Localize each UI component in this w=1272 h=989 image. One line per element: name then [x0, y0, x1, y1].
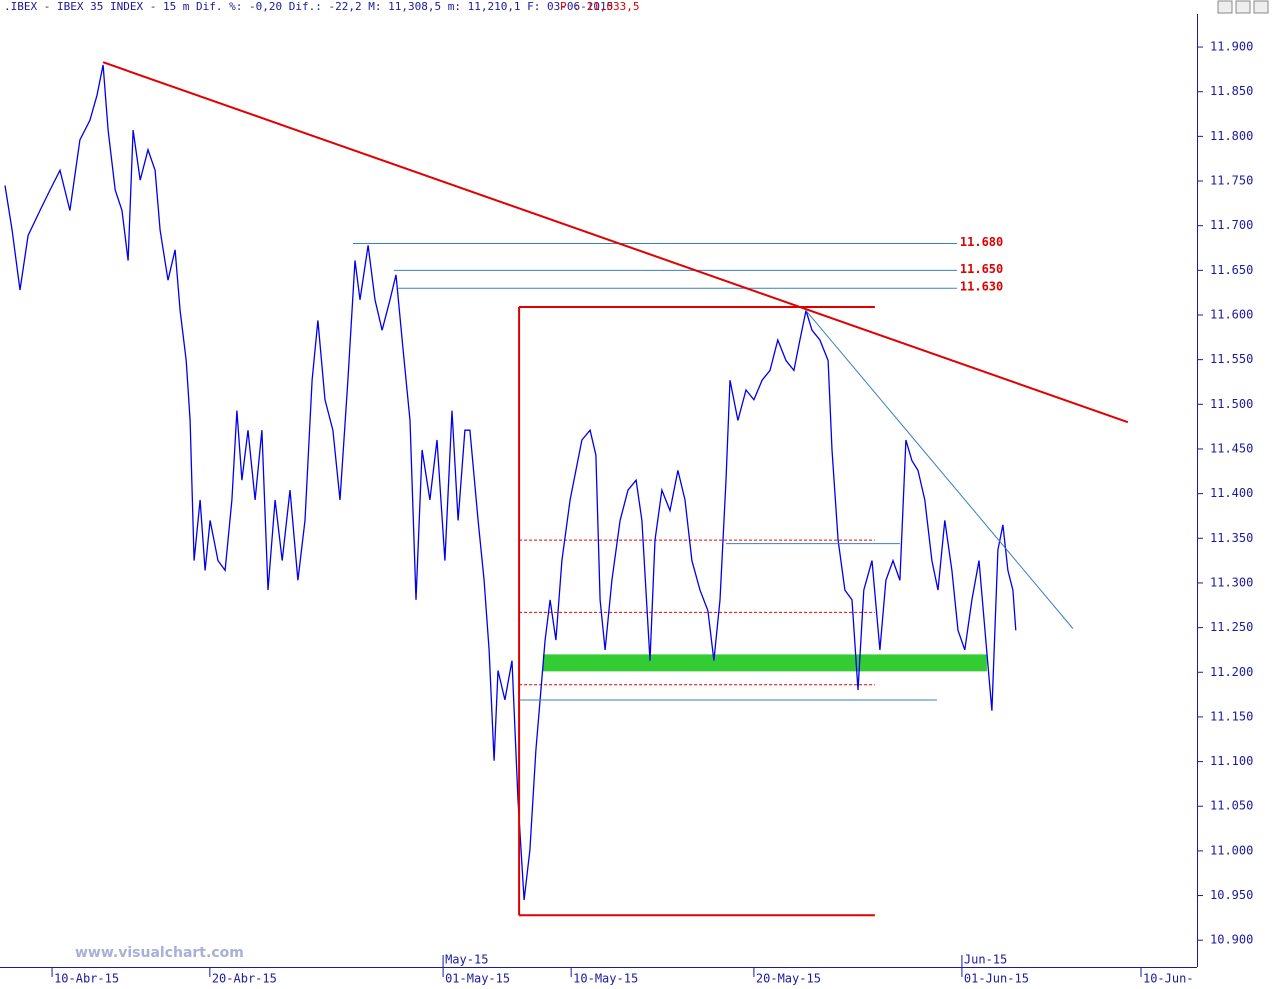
support-zone — [543, 654, 987, 672]
close-button[interactable] — [1253, 0, 1269, 14]
price-label: P : 11,033,5 — [560, 0, 639, 13]
price-line — [4, 64, 1017, 901]
watermark: www.visualchart.com — [75, 945, 244, 961]
chart-title: .IBEX - IBEX 35 INDEX - 15 m Dif. %: -0,… — [4, 0, 613, 13]
y-tick-label: 11.350 — [1210, 531, 1253, 545]
x-tick-label: 10-May-15 — [573, 972, 638, 986]
window-buttons[interactable] — [1217, 0, 1269, 14]
x-tick-label: 10-Abr-15 — [54, 972, 119, 986]
x-tick-label: 01-May-15 — [445, 972, 510, 986]
x-tick-label: 01-Jun-15 — [964, 972, 1029, 986]
y-tick-label: 11.600 — [1210, 307, 1253, 321]
y-tick-label: 11.850 — [1210, 84, 1253, 98]
y-tick-label: 11.300 — [1210, 575, 1253, 589]
y-tick-label: 11.150 — [1210, 709, 1253, 723]
y-tick-label: 11.700 — [1210, 218, 1253, 232]
y-tick-label: 10.900 — [1210, 933, 1253, 947]
x-tick-label: 20-May-15 — [756, 972, 821, 986]
level-label: 11.630 — [960, 280, 1003, 294]
minimize-button[interactable] — [1217, 0, 1233, 14]
level-label: 11.650 — [960, 262, 1003, 276]
y-tick-label: 11.800 — [1210, 129, 1253, 143]
annotation-line — [102, 61, 1129, 424]
y-tick-label: 11.900 — [1210, 40, 1253, 54]
month-label: Jun-15 — [964, 953, 1007, 967]
y-tick-label: 11.200 — [1210, 665, 1253, 679]
level-label: 11.680 — [960, 235, 1003, 249]
y-tick-label: 11.100 — [1210, 754, 1253, 768]
y-tick-label: 11.250 — [1210, 620, 1253, 634]
y-tick-label: 11.550 — [1210, 352, 1253, 366]
y-tick-label: 11.400 — [1210, 486, 1253, 500]
y-tick-label: 11.450 — [1210, 441, 1253, 455]
maximize-button[interactable] — [1235, 0, 1251, 14]
x-tick-label: 20-Abr-15 — [212, 972, 277, 986]
y-tick-label: 11.650 — [1210, 263, 1253, 277]
y-tick-label: 10.950 — [1210, 888, 1253, 902]
y-tick-label: 11.750 — [1210, 174, 1253, 188]
y-tick-label: 11.050 — [1210, 799, 1253, 813]
annotation-line — [805, 310, 1074, 629]
y-tick-label: 11.500 — [1210, 397, 1253, 411]
x-tick-label: 10-Jun- — [1143, 972, 1194, 986]
month-label: May-15 — [445, 953, 488, 967]
y-tick-label: 11.000 — [1210, 843, 1253, 857]
